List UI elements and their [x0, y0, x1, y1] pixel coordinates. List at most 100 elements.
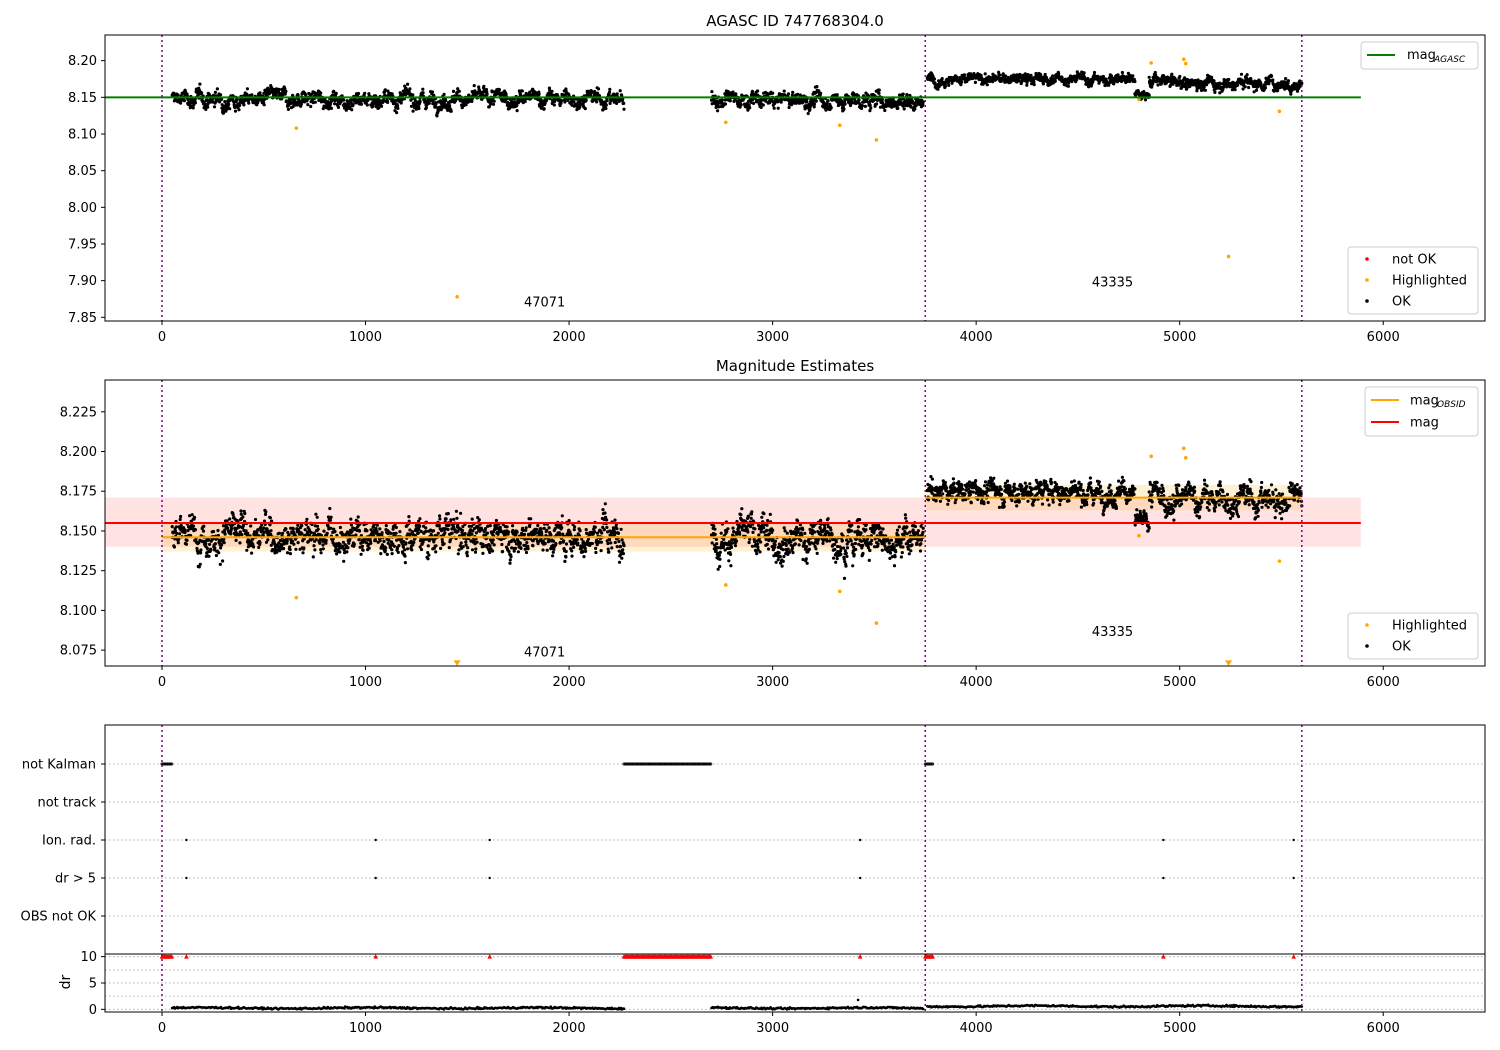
ok-point	[234, 538, 238, 543]
ok-point	[1284, 77, 1288, 81]
ok-point	[311, 555, 315, 559]
legend-marker	[1365, 257, 1369, 261]
ok-point	[326, 524, 330, 528]
ok-point	[584, 528, 588, 532]
ok-point	[312, 544, 316, 548]
ok-point	[747, 540, 751, 545]
ok-point	[204, 107, 208, 111]
ok-point	[328, 506, 332, 511]
highlighted-point	[1181, 57, 1186, 61]
ok-point	[601, 107, 606, 111]
ok-point	[213, 90, 217, 94]
ok-point	[1227, 77, 1231, 82]
y-tick-label: 8.15	[68, 91, 97, 106]
highlighted-point	[837, 123, 842, 127]
ok-point	[720, 98, 724, 102]
ok-point	[291, 527, 295, 531]
highlighted-point	[455, 295, 459, 299]
ok-point	[435, 114, 439, 118]
ok-point	[570, 549, 574, 553]
ok-point	[367, 546, 371, 550]
ok-point	[250, 93, 254, 97]
ok-point	[510, 524, 515, 528]
ok-point	[427, 553, 431, 557]
ok-point	[223, 532, 227, 536]
ok-point	[269, 529, 273, 533]
ok-point	[191, 524, 196, 528]
ok-point	[750, 510, 754, 514]
ok-point	[382, 98, 386, 102]
ok-point	[615, 101, 619, 105]
ok-point	[604, 103, 608, 107]
ok-point	[216, 528, 220, 533]
ok-point	[877, 88, 881, 92]
ok-point	[170, 525, 174, 529]
ok-point	[214, 553, 218, 558]
ok-point	[748, 106, 752, 110]
ok-point	[618, 544, 623, 548]
ok-point	[1263, 86, 1267, 90]
ok-point	[898, 93, 902, 97]
ok-point	[615, 92, 619, 96]
ok-point	[1289, 92, 1293, 96]
ok-point	[213, 542, 217, 546]
ok-point	[218, 562, 222, 567]
x-tick-label: 2000	[553, 330, 586, 345]
ok-point	[731, 526, 735, 530]
ok-point	[578, 105, 582, 109]
ok-point	[719, 531, 723, 535]
ok-point	[734, 539, 739, 543]
ok-point	[560, 526, 564, 530]
ok-point	[603, 502, 607, 506]
ok-point	[246, 531, 250, 535]
ok-point	[620, 556, 624, 560]
ok-point	[426, 544, 430, 548]
ok-point	[411, 109, 415, 113]
ok-point	[584, 549, 588, 554]
ok-point	[310, 92, 314, 96]
ok-point	[1120, 70, 1124, 75]
ok-point	[266, 538, 270, 542]
ok-point	[485, 92, 489, 96]
ok-point	[288, 548, 292, 552]
ok-point	[361, 548, 365, 552]
ok-point	[354, 533, 358, 537]
highlighted-point	[1277, 109, 1282, 114]
ok-point	[245, 93, 249, 97]
ok-point	[1218, 82, 1222, 86]
ok-point	[242, 103, 246, 107]
ok-point	[750, 89, 755, 93]
ok-point	[439, 546, 443, 551]
ok-point	[384, 546, 388, 550]
ok-point	[554, 542, 558, 546]
ok-point	[306, 103, 310, 107]
ok-point	[524, 526, 528, 530]
ok-point	[283, 87, 287, 91]
ok-point	[421, 87, 425, 91]
ok-point	[599, 540, 604, 544]
ok-point	[202, 524, 206, 528]
ok-point	[1203, 88, 1207, 92]
ok-point	[356, 515, 360, 519]
ok-point	[416, 531, 420, 535]
ok-point	[491, 102, 496, 106]
ok-point	[418, 517, 422, 521]
ok-point	[359, 552, 363, 556]
ok-point	[595, 100, 599, 104]
ok-point	[240, 533, 244, 537]
ok-point	[764, 99, 768, 103]
ok-point	[559, 101, 563, 105]
ok-point	[238, 541, 242, 545]
ok-point	[621, 552, 626, 556]
x-tick-label: 0	[158, 330, 166, 345]
ok-point	[553, 99, 557, 104]
ok-point	[596, 87, 601, 91]
ok-point	[221, 111, 226, 115]
ok-point	[869, 106, 873, 110]
ok-point	[772, 106, 776, 110]
ok-point	[477, 518, 481, 522]
ok-point	[620, 538, 624, 542]
ok-point	[411, 93, 415, 97]
ok-point	[465, 554, 469, 558]
ok-point	[421, 91, 425, 95]
